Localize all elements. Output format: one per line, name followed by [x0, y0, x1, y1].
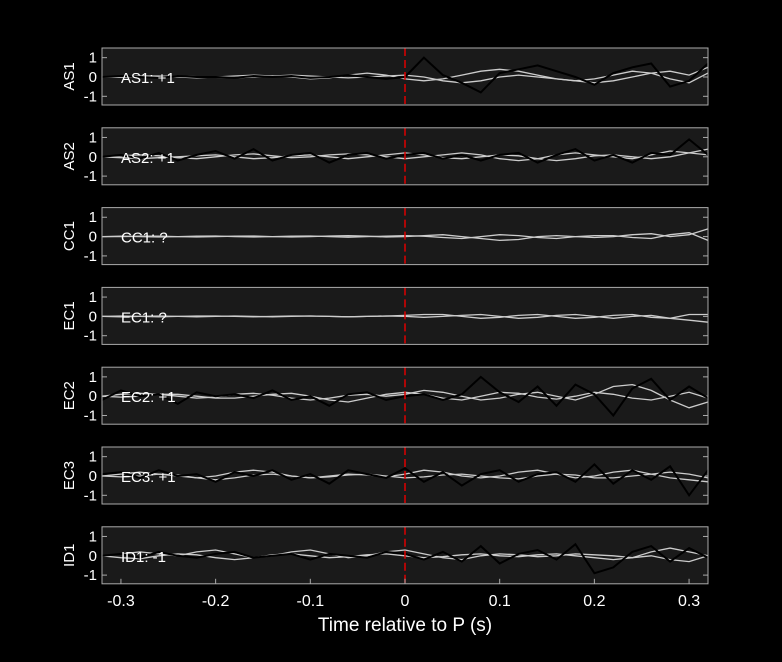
- panel-border: [101, 286, 709, 345]
- x-tick-label: 0.1: [489, 593, 511, 610]
- panel-border: [101, 47, 709, 106]
- y-tick-label: 0: [89, 468, 97, 485]
- y-axis-label: ID1: [61, 544, 78, 567]
- y-tick-label: 0: [89, 229, 97, 246]
- annotation: EC1: ?: [121, 309, 167, 326]
- y-tick-label: 0: [89, 69, 97, 86]
- annotation: AS2: +1: [121, 150, 175, 167]
- y-tick-label: -1: [84, 248, 97, 265]
- y-axis-label: EC3: [61, 461, 78, 490]
- annotation: CC1: ?: [121, 230, 168, 247]
- y-tick-label: 1: [89, 289, 97, 306]
- x-tick-label: 0.3: [678, 593, 700, 610]
- trace: [101, 463, 709, 498]
- x-tick-label: -0.3: [107, 593, 135, 610]
- y-tick-label: 1: [89, 209, 97, 226]
- x-tick-label: 0.2: [583, 593, 605, 610]
- annotation: ID1: -1: [121, 549, 166, 566]
- y-tick-label: 1: [89, 369, 97, 386]
- x-tick-label: -0.1: [297, 593, 325, 610]
- panel-border: [101, 366, 709, 425]
- y-tick-label: 0: [89, 388, 97, 405]
- y-axis-label: CC1: [61, 221, 78, 251]
- y-axis-label: EC2: [61, 381, 78, 410]
- annotation: AS1: +1: [121, 70, 175, 87]
- y-tick-label: 1: [89, 449, 97, 466]
- y-tick-label: 1: [89, 528, 97, 545]
- panel-border: [101, 446, 709, 505]
- y-tick-label: 0: [89, 149, 97, 166]
- annotation: EC2: +1: [121, 389, 176, 406]
- y-tick-label: 0: [89, 308, 97, 325]
- y-tick-label: -1: [84, 487, 97, 504]
- y-axis-label: EC1: [61, 301, 78, 330]
- y-tick-label: -1: [84, 407, 97, 424]
- y-tick-label: 0: [89, 548, 97, 565]
- y-tick-label: -1: [84, 88, 97, 105]
- panel-border: [101, 127, 709, 186]
- y-axis-label: AS2: [61, 142, 78, 170]
- y-axis-label: AS1: [61, 62, 78, 90]
- y-tick-label: -1: [84, 168, 97, 185]
- trace: [101, 547, 709, 561]
- x-tick-label: -0.2: [202, 593, 230, 610]
- panel-border: [101, 207, 709, 266]
- y-tick-label: 1: [89, 50, 97, 67]
- x-tick-label: 0: [401, 593, 410, 610]
- y-tick-label: -1: [84, 567, 97, 584]
- y-tick-label: -1: [84, 328, 97, 345]
- x-axis-label: Time relative to P (s): [318, 615, 492, 636]
- annotation: EC3: +1: [121, 469, 176, 486]
- y-tick-label: 1: [89, 129, 97, 146]
